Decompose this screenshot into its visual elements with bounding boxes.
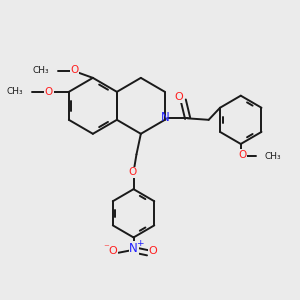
Text: N: N <box>129 242 138 255</box>
Text: O: O <box>238 150 246 160</box>
Text: N: N <box>160 111 169 124</box>
Text: O: O <box>128 167 136 177</box>
Text: CH₃: CH₃ <box>32 66 49 75</box>
Text: ⁻: ⁻ <box>103 243 109 253</box>
Text: +: + <box>136 239 144 248</box>
Text: CH₃: CH₃ <box>6 87 23 96</box>
Text: O: O <box>109 246 118 256</box>
Text: O: O <box>175 92 183 102</box>
Text: O: O <box>148 246 157 256</box>
Text: O: O <box>45 87 53 97</box>
Text: O: O <box>70 65 78 76</box>
Text: CH₃: CH₃ <box>265 152 281 161</box>
